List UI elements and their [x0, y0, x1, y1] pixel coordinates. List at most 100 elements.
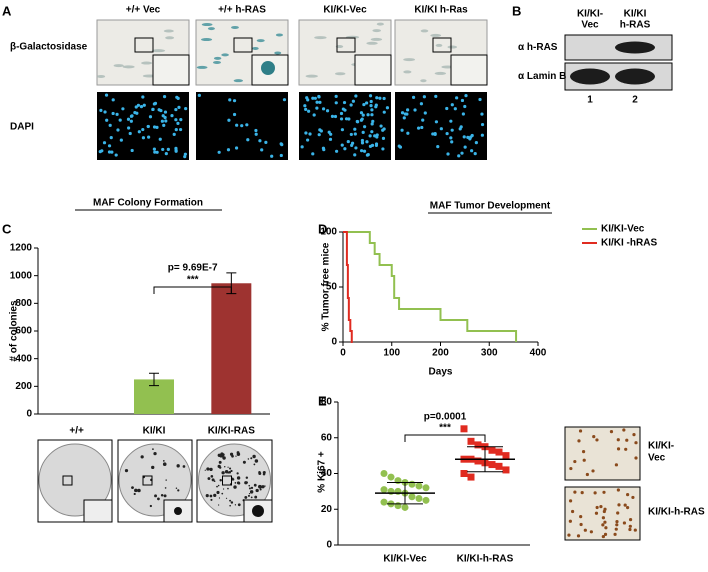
- nucleus: [434, 120, 439, 124]
- nucleus: [235, 123, 239, 127]
- colony: [217, 453, 222, 458]
- nucleus: [258, 139, 262, 143]
- stained-nucleus: [601, 534, 605, 539]
- colony: [262, 472, 266, 476]
- nucleus: [366, 113, 370, 117]
- colony: [216, 490, 220, 495]
- survival-line: [343, 231, 353, 343]
- nucleus: [362, 102, 366, 107]
- column-header: KI/KI h-Ras: [414, 5, 468, 16]
- cell: [201, 23, 213, 27]
- nucleus: [166, 147, 170, 152]
- stained-nucleus: [578, 429, 583, 433]
- nucleus: [450, 140, 454, 144]
- colony: [217, 484, 220, 487]
- colony: [162, 462, 167, 466]
- nucleus: [183, 155, 187, 159]
- point: [502, 466, 510, 474]
- nucleus: [110, 150, 114, 154]
- cell: [376, 22, 384, 26]
- nucleus: [368, 94, 373, 98]
- cell: [113, 64, 124, 68]
- colony: [221, 471, 225, 475]
- nucleus: [361, 113, 365, 117]
- nucleus: [353, 127, 357, 131]
- point: [495, 448, 503, 456]
- point: [380, 486, 388, 494]
- cell: [447, 45, 458, 49]
- colony: [250, 457, 253, 460]
- nucleus: [353, 153, 357, 157]
- colony: [247, 494, 250, 497]
- point: [394, 502, 402, 510]
- y-tick-label: 0: [26, 409, 32, 420]
- y-tick-label: 40: [321, 468, 333, 479]
- nucleus: [381, 147, 385, 151]
- legend-label: KI/KI-Vec: [601, 224, 645, 235]
- chart-title: MAF Tumor Development: [430, 201, 551, 212]
- nucleus: [304, 131, 308, 135]
- colony: [234, 504, 237, 506]
- panel-label: E: [318, 393, 327, 408]
- nucleus: [103, 110, 107, 114]
- nucleus: [416, 126, 421, 130]
- nucleus: [105, 118, 109, 122]
- antibody-label: α Lamin B: [518, 71, 566, 82]
- cell: [420, 29, 429, 33]
- stained-nucleus: [568, 499, 573, 503]
- row-label: DAPI: [10, 122, 34, 133]
- colony: [175, 487, 178, 490]
- nucleus: [343, 147, 347, 151]
- nucleus: [119, 138, 123, 142]
- nucleus: [344, 117, 349, 121]
- column-header: +/+ h-RAS: [218, 5, 266, 16]
- nucleus: [279, 153, 283, 158]
- zoom-box: [62, 475, 73, 486]
- cell: [403, 58, 416, 62]
- nucleus: [306, 138, 310, 142]
- nucleus: [130, 148, 134, 153]
- point: [408, 493, 416, 501]
- y-tick-label: 50: [326, 282, 338, 293]
- stained-nucleus: [616, 488, 620, 492]
- point: [394, 477, 402, 485]
- colony: [229, 499, 232, 502]
- colony: [222, 488, 225, 490]
- y-tick-label: 0: [331, 337, 337, 348]
- nucleus: [480, 122, 485, 127]
- nucleus: [450, 128, 454, 132]
- nucleus: [163, 110, 168, 114]
- colony: [235, 455, 237, 457]
- stained-nucleus: [569, 466, 573, 471]
- nucleus: [340, 128, 345, 132]
- point: [502, 452, 510, 460]
- cell: [213, 60, 221, 64]
- nucleus: [334, 101, 338, 105]
- nucleus: [134, 105, 138, 109]
- nucleus: [153, 101, 158, 105]
- stained-nucleus: [628, 518, 633, 522]
- nucleus: [411, 95, 416, 100]
- nucleus: [321, 107, 326, 111]
- nucleus: [334, 94, 338, 98]
- chart-title: MAF Colony Formation: [93, 198, 203, 209]
- nucleus: [474, 141, 478, 145]
- nucleus: [315, 106, 319, 110]
- nucleus: [121, 107, 125, 111]
- nucleus: [351, 99, 355, 103]
- nucleus: [264, 140, 268, 144]
- colony: [233, 485, 237, 489]
- nucleus: [382, 96, 386, 101]
- nucleus: [197, 93, 201, 97]
- point: [488, 461, 496, 469]
- lane-number: 2: [632, 95, 638, 106]
- dapi-image: [395, 92, 487, 160]
- nucleus: [406, 131, 410, 135]
- cell: [403, 70, 412, 74]
- nucleus: [368, 134, 372, 138]
- nucleus: [400, 128, 404, 132]
- y-tick-label: 200: [15, 381, 32, 392]
- colony: [131, 486, 134, 490]
- nucleus: [118, 118, 122, 122]
- inset-cell: [261, 61, 275, 75]
